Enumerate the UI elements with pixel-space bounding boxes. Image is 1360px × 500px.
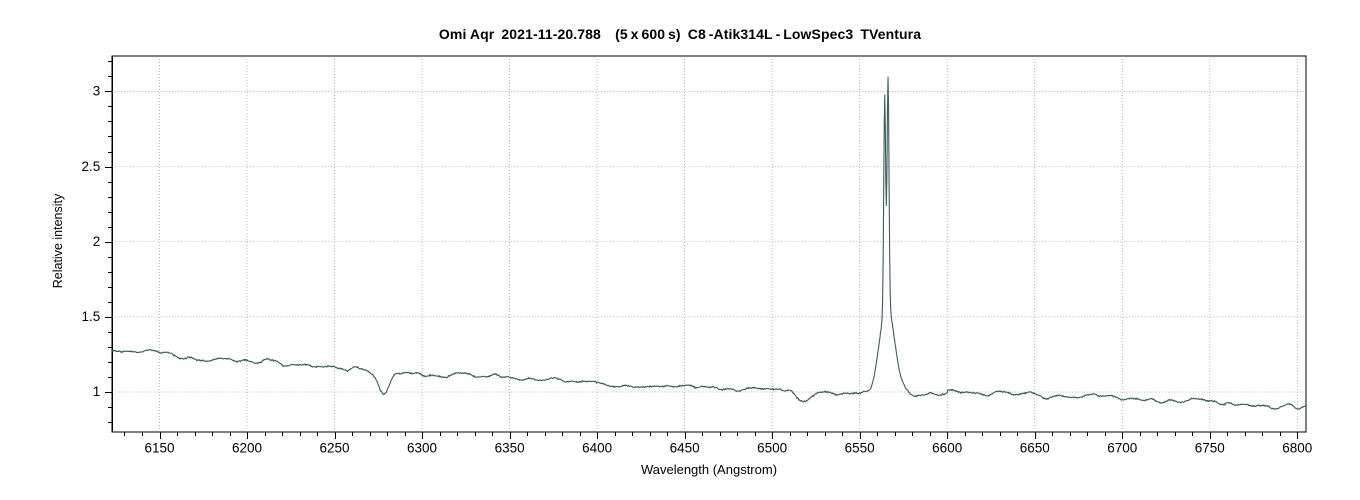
svg-text:6800: 6800 [1282, 441, 1312, 456]
svg-text:6350: 6350 [495, 441, 525, 456]
svg-text:6400: 6400 [582, 441, 612, 456]
svg-text:6650: 6650 [1020, 441, 1050, 456]
svg-text:3: 3 [93, 84, 101, 99]
svg-text:6200: 6200 [232, 441, 262, 456]
svg-text:6150: 6150 [144, 441, 174, 456]
svg-text:6700: 6700 [1107, 441, 1137, 456]
svg-text:2: 2 [93, 234, 101, 249]
svg-text:6750: 6750 [1195, 441, 1225, 456]
svg-text:6600: 6600 [932, 441, 962, 456]
svg-text:2.5: 2.5 [81, 159, 100, 174]
svg-text:1: 1 [93, 384, 101, 399]
svg-text:6550: 6550 [845, 441, 875, 456]
svg-text:6300: 6300 [407, 441, 437, 456]
svg-text:6250: 6250 [320, 441, 350, 456]
svg-text:1.5: 1.5 [81, 309, 100, 324]
svg-text:6450: 6450 [670, 441, 700, 456]
svg-text:6500: 6500 [757, 441, 787, 456]
